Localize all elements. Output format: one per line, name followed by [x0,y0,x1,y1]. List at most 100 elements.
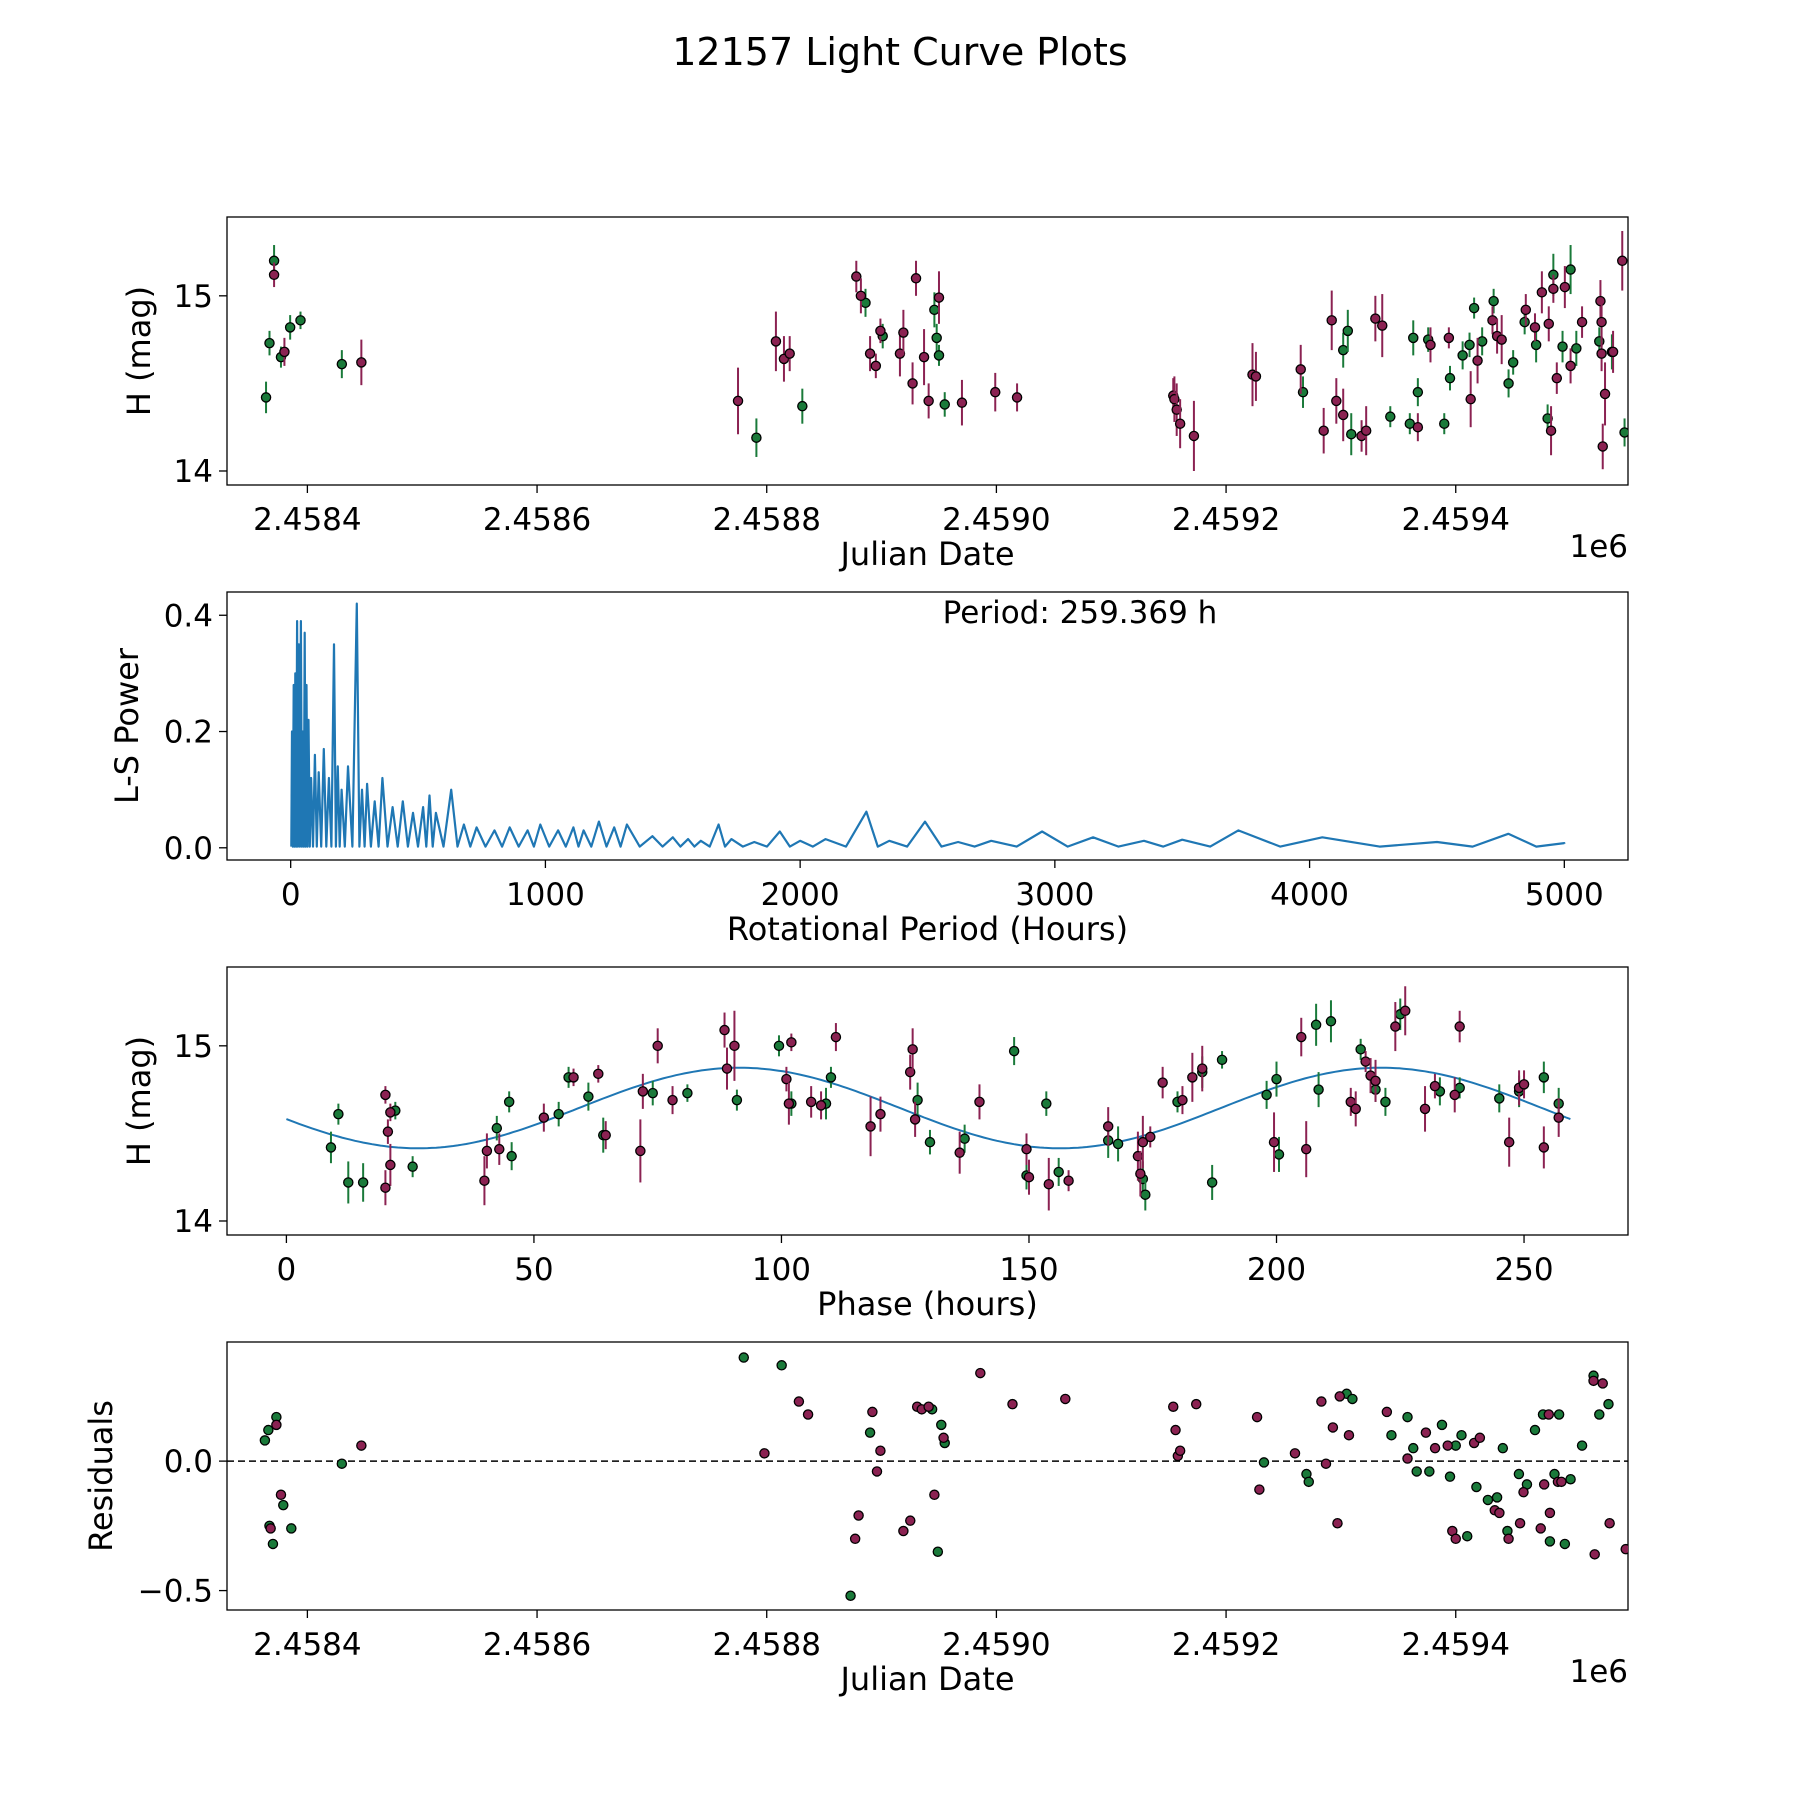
maroon-data-point [851,1534,860,1543]
maroon-data-point [730,1041,739,1050]
maroon-data-point [1008,1400,1017,1409]
maroon-data-point [1560,282,1569,291]
maroon-data-point [1638,1506,1647,1515]
x-tick-label: 50 [514,1252,553,1288]
maroon-data-point [1488,316,1497,325]
green-data-point [1262,1090,1271,1099]
green-data-point [1483,1495,1492,1504]
x-offset-label: 1e6 [1569,1654,1628,1690]
green-data-point [1356,1045,1365,1054]
green-data-point [1054,1167,1063,1176]
green-data-point [265,339,274,348]
green-data-point [683,1089,692,1098]
figure-title: 12157 Light Curve Plots [672,30,1127,74]
green-data-point [1409,1444,1418,1453]
maroon-data-point [722,1064,731,1073]
maroon-data-point [760,1449,769,1458]
green-data-point [1445,374,1454,383]
periodogram-panel: Period: 259.369 h 0 1000 2000 3000 4000 50000… [108,592,1628,948]
green-data-point [739,1353,748,1362]
maroon-data-point [539,1113,548,1122]
maroon-data-point [908,1045,917,1054]
y-axis-label: Residuals [82,1400,120,1552]
maroon-data-point [280,347,289,356]
maroon-data-point [871,361,880,370]
maroon-data-point [1024,1173,1033,1182]
maroon-data-point [899,328,908,337]
maroon-data-point [1064,1176,1073,1185]
green-data-point [326,1143,335,1152]
maroon-data-point [975,1097,984,1106]
y-tick-label: −0.5 [138,1574,213,1610]
green-data-point [1010,1046,1019,1055]
maroon-data-point [1012,393,1021,402]
green-data-point [1326,1017,1335,1026]
green-data-point [752,433,761,442]
maroon-data-point [856,291,865,300]
maroon-data-point [1455,1022,1464,1031]
data-layer [261,231,1648,471]
maroon-data-point [1598,1379,1607,1388]
maroon-data-point [924,396,933,405]
x-tick-label: 2.4592 [1172,1627,1280,1663]
maroon-data-point [868,1407,877,1416]
maroon-data-point [1351,1104,1360,1113]
green-data-point [932,333,941,342]
maroon-data-point [733,396,742,405]
green-data-point [1577,1441,1586,1450]
green-data-point [1504,379,1513,388]
y-tick-label: 15 [174,1029,213,1065]
plot-frame [227,967,1628,1235]
green-data-point [1532,340,1541,349]
maroon-data-point [1378,321,1387,330]
green-data-point [1387,1431,1396,1440]
x-tick-label: 2.4588 [712,1627,820,1663]
green-data-point [798,402,807,411]
x-tick-label: 2.4586 [483,1627,591,1663]
maroon-data-point [381,1090,390,1099]
maroon-data-point [807,1097,816,1106]
green-data-point [1042,1099,1051,1108]
maroon-data-point [272,1420,281,1429]
maroon-data-point [1426,340,1435,349]
green-data-point [937,1420,946,1429]
maroon-data-point [1590,1550,1599,1559]
maroon-data-point [911,274,920,283]
green-data-point [505,1097,514,1106]
maroon-data-point [569,1073,578,1082]
maroon-data-point [1403,1454,1412,1463]
maroon-data-point [906,1516,915,1525]
green-data-point [261,393,270,402]
maroon-data-point [383,1127,392,1136]
maroon-data-point [1296,365,1305,374]
maroon-data-point [1549,284,1558,293]
maroon-data-point [1519,1080,1528,1089]
maroon-data-point [381,1183,390,1192]
green-data-point [1514,1469,1523,1478]
maroon-data-point [1421,1428,1430,1437]
x-tick-label: 2.4586 [483,502,591,538]
maroon-data-point [1361,1057,1370,1066]
green-data-point [648,1089,657,1098]
green-data-point [1470,303,1479,312]
y-tick-label: 0.0 [164,1444,213,1480]
maroon-data-point [976,1368,985,1377]
green-data-point [1274,1150,1283,1159]
maroon-data-point [1504,1534,1513,1543]
x-tick-label: 250 [1494,1252,1553,1288]
green-data-point [1457,1431,1466,1440]
maroon-data-point [1061,1394,1070,1403]
maroon-data-point [1444,333,1453,342]
green-data-point [1348,1394,1357,1403]
maroon-data-point [1176,1446,1185,1455]
maroon-data-point [1639,347,1648,356]
maroon-data-point [787,1038,796,1047]
x-tick-label: 2.4594 [1402,502,1510,538]
x-axis-label: Phase (hours) [817,1285,1038,1323]
green-data-point [1478,337,1487,346]
maroon-data-point [1339,410,1348,419]
x-tick-label: 2.4590 [942,502,1050,538]
maroon-data-point [919,353,928,362]
maroon-data-point [1495,1508,1504,1517]
green-data-point [334,1110,343,1119]
